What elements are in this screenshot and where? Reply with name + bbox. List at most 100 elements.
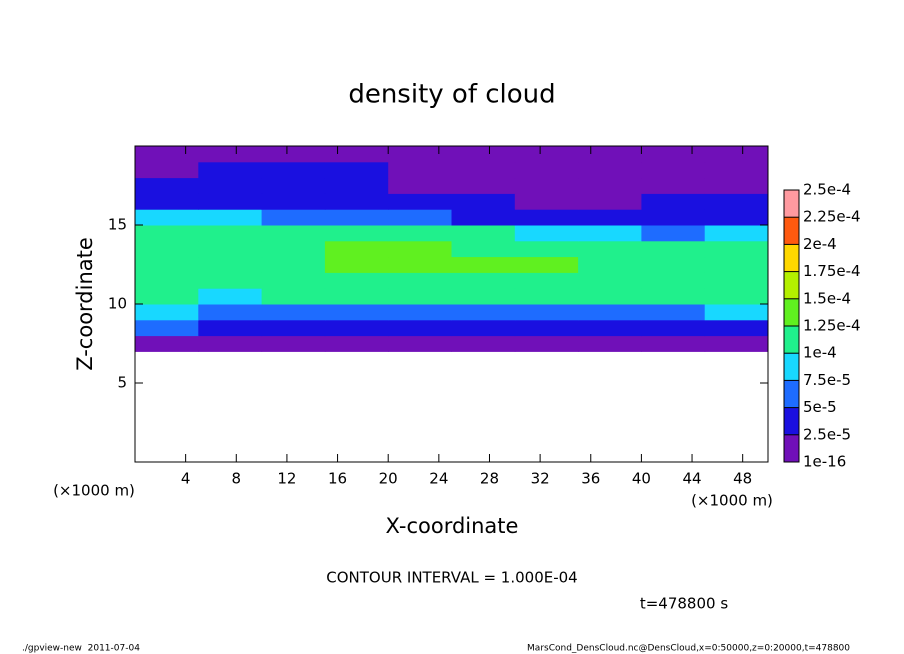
cell <box>578 193 642 210</box>
cell <box>324 256 389 273</box>
cell <box>451 177 516 194</box>
x-tick-label: 48 <box>733 470 752 488</box>
cell <box>641 335 706 352</box>
cell <box>135 177 199 194</box>
x-tick-label: 4 <box>181 470 191 488</box>
cell <box>324 177 389 194</box>
colorbar-label: 2.25e-4 <box>803 208 861 226</box>
cell <box>451 319 516 337</box>
cell <box>578 272 642 289</box>
colorbar-swatch <box>784 244 799 272</box>
colorbar-label: 1.75e-4 <box>803 262 861 280</box>
chart-title: density of cloud <box>348 80 555 110</box>
y-tick-label: 10 <box>108 295 127 313</box>
cell <box>451 240 516 258</box>
cell <box>135 225 199 242</box>
cell <box>641 161 706 179</box>
colorbar-swatch <box>784 217 799 245</box>
colorbar-label: 1.25e-4 <box>803 317 861 335</box>
cell <box>704 177 769 194</box>
cell <box>324 288 389 305</box>
cell <box>704 193 769 210</box>
cell <box>324 146 389 163</box>
cell <box>324 225 389 242</box>
cell <box>198 288 263 305</box>
cell <box>261 146 326 163</box>
colorbar-swatch <box>784 434 799 462</box>
time-note: t=478800 s <box>640 595 728 613</box>
y-tick-label: 15 <box>108 216 127 234</box>
cell <box>324 193 389 210</box>
cell <box>388 272 452 289</box>
cell <box>135 193 199 210</box>
cell <box>641 319 706 337</box>
cell <box>451 225 516 242</box>
cell <box>704 209 769 226</box>
cell <box>704 161 769 179</box>
colorbar-swatch <box>784 326 799 354</box>
x-tick-label: 16 <box>328 470 347 488</box>
cell <box>514 256 579 273</box>
cell <box>514 304 579 321</box>
cell <box>451 272 516 289</box>
cell <box>451 193 516 210</box>
cell <box>704 304 769 321</box>
x-tick-label: 20 <box>379 470 398 488</box>
x-axis-label: X-coordinate <box>386 514 519 538</box>
cell <box>578 319 642 337</box>
colorbar-swatch <box>784 190 799 218</box>
cell <box>578 288 642 305</box>
colorbar-swatch <box>784 353 799 381</box>
cell <box>704 146 769 163</box>
cell <box>578 146 642 163</box>
cell <box>704 335 769 352</box>
cell <box>198 193 263 210</box>
cell <box>514 288 579 305</box>
colorbar-label: 7.5e-5 <box>803 371 851 389</box>
cell <box>578 209 642 226</box>
cell <box>261 240 326 258</box>
cell <box>261 335 326 352</box>
cell <box>578 161 642 179</box>
x-tick-label: 12 <box>277 470 296 488</box>
cell <box>578 335 642 352</box>
cell <box>451 335 516 352</box>
cell <box>641 256 706 273</box>
cell <box>261 304 326 321</box>
cell <box>261 225 326 242</box>
cell <box>261 177 326 194</box>
colorbar-label: 1.5e-4 <box>803 289 851 307</box>
cell <box>324 272 389 289</box>
colorbar-swatch <box>784 380 799 408</box>
cell <box>198 319 263 337</box>
cell <box>324 161 389 179</box>
contour-note: CONTOUR INTERVAL = 1.000E-04 <box>326 569 577 587</box>
cell <box>514 209 579 226</box>
cell <box>514 161 579 179</box>
cell <box>641 240 706 258</box>
cell <box>641 177 706 194</box>
colorbar-label: 2.5e-4 <box>803 181 851 199</box>
cell <box>261 161 326 179</box>
cell <box>451 288 516 305</box>
cell <box>198 209 263 226</box>
cell <box>641 193 706 210</box>
cell <box>388 240 452 258</box>
colorbar-label: 1e-16 <box>803 453 846 471</box>
cell <box>451 209 516 226</box>
footer-right: MarsCond_DensCloud.nc@DensCloud,x=0:5000… <box>527 644 850 654</box>
x-tick-label: 40 <box>632 470 651 488</box>
cell <box>324 304 389 321</box>
cell <box>135 240 199 258</box>
cell <box>135 209 199 226</box>
cell <box>641 209 706 226</box>
cell <box>451 256 516 273</box>
x-tick-label: 8 <box>232 470 242 488</box>
cell <box>514 319 579 337</box>
cell <box>198 177 263 194</box>
cell <box>514 225 579 242</box>
cell <box>198 304 263 321</box>
cell <box>135 161 199 179</box>
cell <box>641 146 706 163</box>
